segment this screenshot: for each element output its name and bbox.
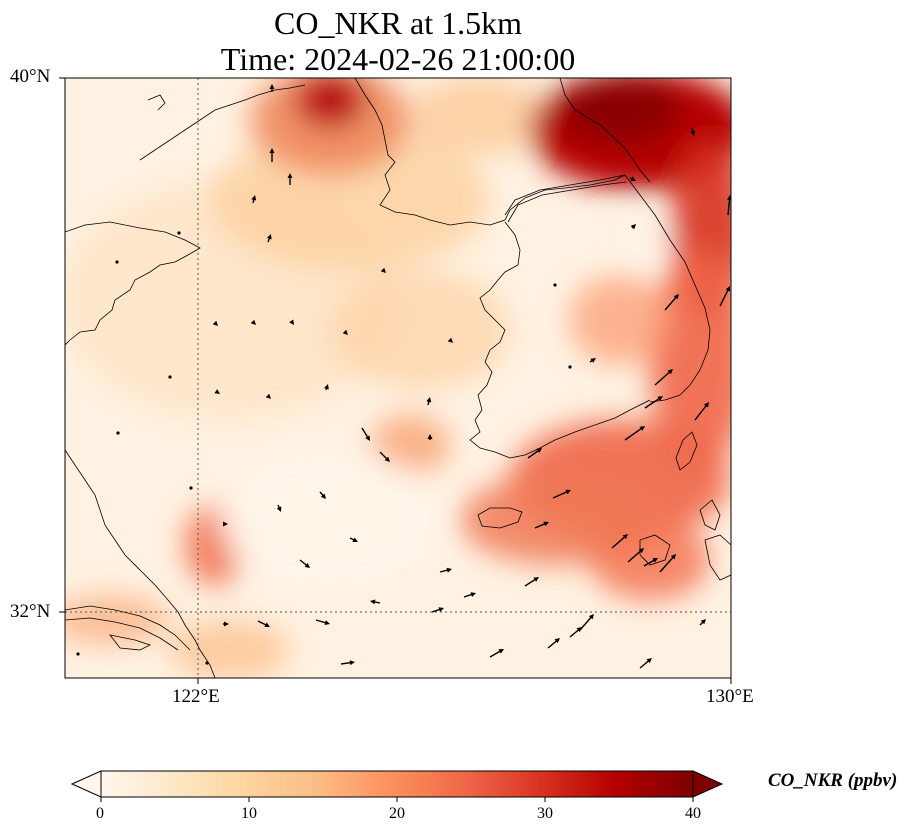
wind-arrow xyxy=(269,148,275,162)
wind-arrow xyxy=(116,431,120,435)
wind-arrow xyxy=(534,521,549,529)
lat-tick-label-32n: 32°N xyxy=(10,601,51,622)
wind-arrow xyxy=(251,195,257,204)
wind-arrow xyxy=(568,365,572,369)
wind-arrow xyxy=(439,567,452,573)
wind-arrow xyxy=(266,234,272,243)
wind-arrow xyxy=(447,337,453,343)
wind-arrow xyxy=(299,559,310,568)
wind-arrow xyxy=(76,652,80,656)
lon-tick-label-122e: 122°E xyxy=(172,686,220,707)
colorbar-tick-0: 0 xyxy=(96,805,104,822)
wind-arrow xyxy=(644,396,663,409)
wind-arrow xyxy=(315,619,330,626)
lon-tick-label-130e: 130°E xyxy=(706,686,754,707)
concentration-field xyxy=(65,78,731,678)
wind-arrow xyxy=(269,84,275,92)
axis-ticks xyxy=(59,77,732,684)
colorbar-extend-low xyxy=(70,770,102,798)
wind-arrow xyxy=(205,661,209,665)
wind-arrow xyxy=(579,614,594,631)
lat-tick-label-40n: 40°N xyxy=(10,66,51,87)
wind-arrow xyxy=(552,489,571,499)
wind-arrow xyxy=(629,176,636,181)
wind-arrow xyxy=(664,294,679,311)
wind-arrow xyxy=(489,649,504,658)
wind-arrow xyxy=(265,393,271,399)
map-title-line-2: Time: 2024-02-26 21:00:00 xyxy=(220,41,576,77)
wind-arrow xyxy=(639,658,652,669)
wind-arrow xyxy=(719,286,730,307)
colorbar-tick-30: 30 xyxy=(537,805,553,822)
wind-arrow xyxy=(727,195,731,216)
wind-arrow xyxy=(289,319,294,325)
map-title-line-1: CO_NKR at 1.5km xyxy=(274,5,522,41)
colorbar xyxy=(70,770,724,802)
wind-arrow xyxy=(177,231,181,235)
colorbar-label: CO_NKR (ppbv) xyxy=(768,770,898,791)
wind-arrow xyxy=(214,389,220,394)
wind-arrow xyxy=(463,592,476,598)
wind-arrow xyxy=(699,619,706,626)
wind-arrow xyxy=(324,384,329,391)
colorbar-tick-10: 10 xyxy=(241,805,257,822)
colorbar-extend-high xyxy=(692,770,724,798)
wind-arrow xyxy=(630,224,636,230)
wind-arrow xyxy=(627,548,644,563)
wind-arrow xyxy=(643,558,658,567)
wind-arrow xyxy=(547,638,560,649)
wind-arrow xyxy=(223,521,228,527)
wind-arrow xyxy=(223,621,229,627)
wind-arrow xyxy=(287,173,293,185)
colorbar-tick-20: 20 xyxy=(389,805,405,822)
wind-arrow xyxy=(380,267,386,273)
colorbar-tick-40: 40 xyxy=(685,805,701,822)
wind-arrow xyxy=(168,375,172,379)
wind-arrow xyxy=(319,491,326,499)
wind-arrow xyxy=(189,486,193,490)
wind-arrow xyxy=(212,320,218,326)
wind-arrow xyxy=(361,427,370,441)
wind-arrow xyxy=(342,329,348,335)
wind-arrow xyxy=(349,537,358,542)
wind-arrow xyxy=(527,448,542,459)
wind-arrow xyxy=(611,534,628,549)
graticule xyxy=(65,78,731,678)
wind-arrow xyxy=(690,127,696,136)
wind-arrow xyxy=(370,599,381,605)
wind-vectors xyxy=(76,84,731,669)
wind-arrow xyxy=(340,660,355,666)
wind-arrow xyxy=(426,397,432,406)
wind-arrow xyxy=(624,426,645,441)
colorbar-gradient xyxy=(100,770,694,798)
wind-arrow xyxy=(427,434,433,440)
wind-arrow xyxy=(659,554,676,573)
wind-arrow xyxy=(524,577,539,587)
coastlines xyxy=(65,78,731,678)
wind-arrow xyxy=(553,283,557,287)
wind-arrow xyxy=(379,451,390,462)
wind-arrow xyxy=(654,369,673,386)
wind-arrow xyxy=(115,260,119,264)
map-frame xyxy=(64,77,732,679)
wind-arrow xyxy=(250,319,256,325)
wind-arrow xyxy=(257,620,270,627)
wind-arrow xyxy=(694,402,709,421)
wind-arrow xyxy=(589,358,596,363)
wind-arrow xyxy=(276,504,282,512)
wind-arrow xyxy=(431,607,444,613)
